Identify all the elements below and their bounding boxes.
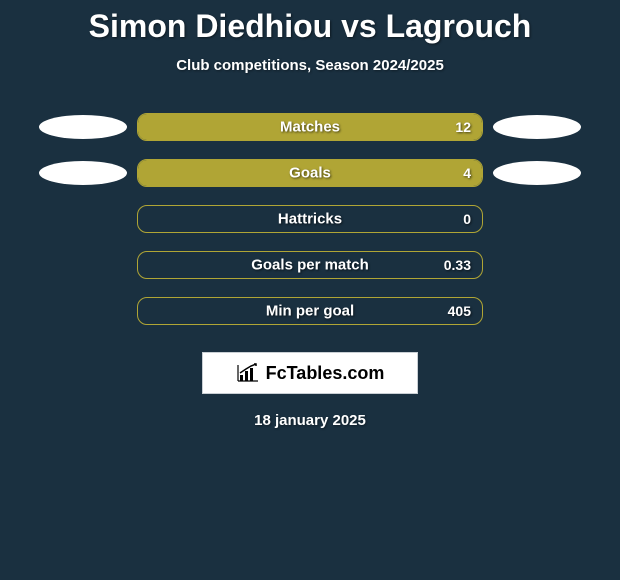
- stat-label: Hattricks: [278, 211, 342, 228]
- right-marker-empty: [493, 207, 581, 231]
- stat-bar: Matches 12: [137, 113, 483, 141]
- subtitle: Club competitions, Season 2024/2025: [0, 57, 620, 74]
- right-marker-ellipse: [493, 161, 581, 185]
- stat-row: Min per goal 405: [0, 288, 620, 334]
- stat-row: Matches 12: [0, 104, 620, 150]
- stat-value: 405: [448, 303, 471, 319]
- date-text: 18 january 2025: [0, 412, 620, 429]
- left-marker-empty: [39, 299, 127, 323]
- right-marker-empty: [493, 299, 581, 323]
- bar-chart-icon: [236, 363, 260, 383]
- right-marker-empty: [493, 253, 581, 277]
- stat-value: 0: [463, 211, 471, 227]
- stat-row: Hattricks 0: [0, 196, 620, 242]
- stat-row: Goals 4: [0, 150, 620, 196]
- left-marker-empty: [39, 207, 127, 231]
- stat-label: Min per goal: [266, 303, 354, 320]
- left-marker-ellipse: [39, 115, 127, 139]
- logo-text: FcTables.com: [266, 363, 385, 384]
- stat-bar: Goals per match 0.33: [137, 251, 483, 279]
- fctables-logo-box[interactable]: FcTables.com: [202, 352, 418, 394]
- stat-row: Goals per match 0.33: [0, 242, 620, 288]
- stat-label: Goals: [289, 165, 331, 182]
- stats-area: Matches 12 Goals 4 Hattricks: [0, 104, 620, 334]
- left-marker-empty: [39, 253, 127, 277]
- left-marker-ellipse: [39, 161, 127, 185]
- page-title: Simon Diedhiou vs Lagrouch: [0, 8, 620, 45]
- stat-label: Goals per match: [251, 257, 369, 274]
- stat-value: 4: [463, 165, 471, 181]
- stat-bar: Min per goal 405: [137, 297, 483, 325]
- stat-label: Matches: [280, 119, 340, 136]
- right-marker-ellipse: [493, 115, 581, 139]
- comparison-card: Simon Diedhiou vs Lagrouch Club competit…: [0, 0, 620, 429]
- stat-value: 0.33: [444, 257, 471, 273]
- stat-value: 12: [455, 119, 471, 135]
- stat-bar: Goals 4: [137, 159, 483, 187]
- stat-bar: Hattricks 0: [137, 205, 483, 233]
